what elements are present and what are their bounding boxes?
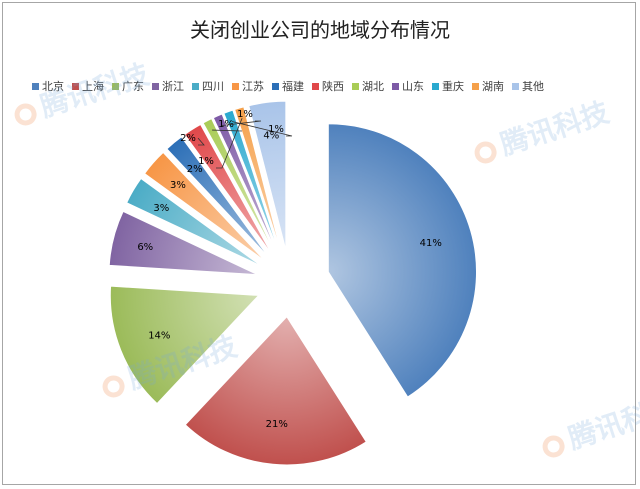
legend-item: 四川 (192, 78, 224, 94)
legend-swatch (392, 82, 399, 90)
legend-item: 上海 (72, 78, 104, 94)
legend-label: 北京 (42, 80, 64, 93)
chart-title: 关闭创业公司的地域分布情况 (190, 18, 450, 42)
legend-label: 重庆 (442, 80, 464, 93)
legend-swatch (112, 82, 119, 90)
leader-line (231, 121, 293, 137)
legend-item: 广东 (112, 78, 144, 94)
pie-slice (126, 178, 261, 267)
legend-label: 四川 (202, 80, 224, 93)
legend-label: 江苏 (242, 80, 264, 93)
legend-label: 上海 (82, 80, 104, 93)
legend-label: 湖北 (362, 80, 384, 93)
leader-line (221, 120, 262, 126)
legend-swatch (272, 82, 279, 90)
data-label: 2% (180, 133, 196, 144)
legend-swatch (512, 82, 519, 90)
data-label: 1% (198, 156, 214, 167)
pie-slice (144, 152, 265, 261)
legend-item: 福建 (272, 78, 304, 94)
data-label: 21% (266, 419, 288, 430)
legend-item: 陕西 (312, 78, 344, 94)
legend-swatch (192, 82, 199, 90)
pie-slice (109, 285, 260, 404)
leader-line (197, 137, 205, 146)
leader-line (216, 118, 243, 169)
legend-label: 浙江 (162, 80, 184, 93)
data-label: 41% (420, 238, 442, 249)
legend-item: 其他 (512, 78, 544, 94)
legend-label: 山东 (402, 80, 424, 93)
pie-slice (212, 113, 277, 252)
legend-label: 湖南 (482, 80, 504, 93)
legend-swatch (432, 82, 439, 90)
leader-line (212, 129, 243, 132)
data-label: 4% (263, 131, 279, 142)
pie-slice (184, 124, 273, 255)
pie-slice (166, 136, 269, 258)
legend-swatch (312, 82, 319, 90)
legend-item: 湖南 (472, 78, 504, 94)
legend-item: 湖北 (352, 78, 384, 94)
data-label: 1% (268, 124, 284, 135)
data-label: 6% (137, 242, 153, 253)
legend-label: 广东 (122, 80, 144, 93)
data-label: 3% (170, 180, 186, 191)
legend-label: 其他 (522, 80, 544, 93)
legend-label: 陕西 (322, 80, 344, 93)
legend-item: 重庆 (432, 78, 464, 94)
legend-swatch (72, 82, 79, 90)
data-label: 2% (187, 164, 203, 175)
legend-swatch (152, 82, 159, 90)
legend-swatch (232, 82, 239, 90)
legend-item: 山东 (392, 78, 424, 94)
pie-slice (234, 106, 281, 251)
pie-slice (184, 316, 367, 466)
pie-slice (223, 109, 279, 252)
pie-slice (248, 100, 287, 250)
chart-legend: 北京 上海 广东 浙江 四川 江苏 福建 陕西 湖北 山东 重庆 湖南 其他 (32, 78, 552, 94)
data-label: 1% (218, 119, 234, 130)
pie-slice (202, 118, 275, 253)
legend-label: 福建 (282, 80, 304, 93)
legend-swatch (352, 82, 359, 90)
legend-item: 北京 (32, 78, 64, 94)
legend-item: 江苏 (232, 78, 264, 94)
pie-slice (328, 123, 477, 398)
data-label: 14% (148, 331, 170, 342)
pie-slice (108, 210, 258, 275)
data-label: 3% (153, 203, 169, 214)
legend-swatch (472, 82, 479, 90)
data-label: 1% (237, 109, 253, 120)
legend-item: 浙江 (152, 78, 184, 94)
legend-swatch (32, 82, 39, 90)
